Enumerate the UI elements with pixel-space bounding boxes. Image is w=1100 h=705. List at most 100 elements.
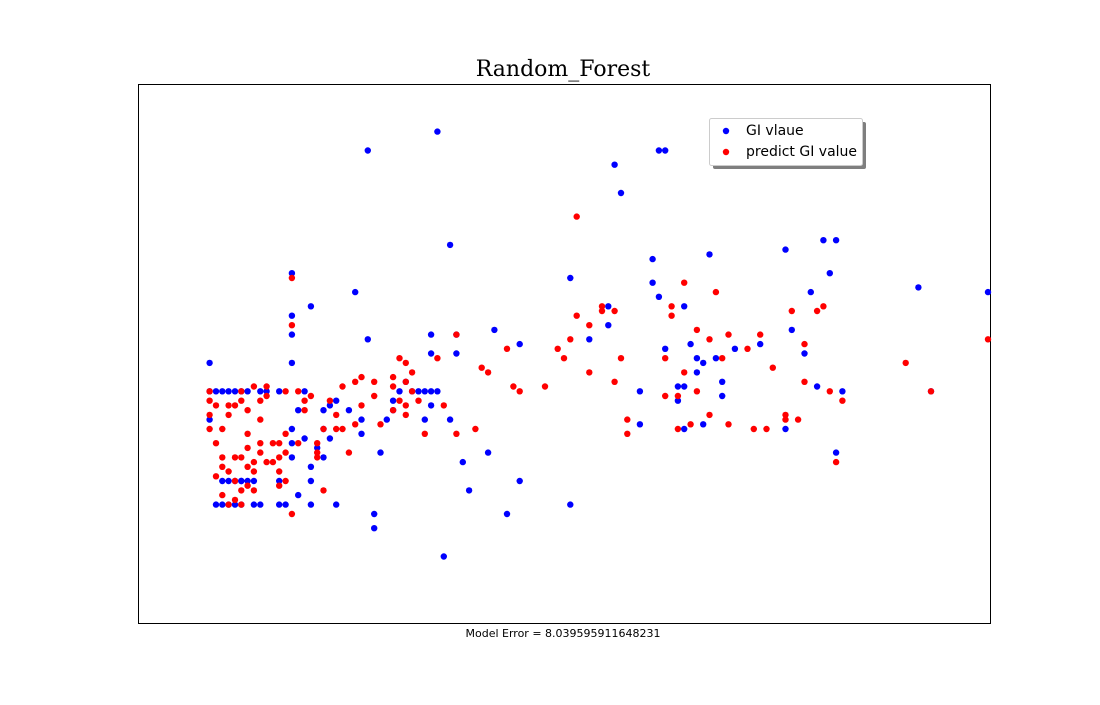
data-point [371,378,378,385]
data-point [586,369,593,376]
data-point [611,161,618,168]
data-point [554,345,561,352]
plot-frame [138,84,991,624]
data-point [674,425,682,433]
data-point [826,270,833,277]
data-point [288,312,296,319]
data-point [219,477,226,485]
data-point [719,378,726,385]
data-point [301,397,308,404]
data-point [434,128,441,135]
data-point [212,473,220,480]
data-point [219,425,226,433]
data-point [301,388,308,395]
data-point [408,388,416,395]
data-point [782,425,789,433]
data-point [383,416,390,423]
data-point [712,288,720,296]
data-point [573,213,580,220]
data-point [320,425,327,433]
data-point [263,392,270,400]
data-point [541,383,549,390]
data-point [839,388,846,395]
data-point [674,383,682,390]
legend-marker-predict-gi-value [722,148,730,156]
data-point [693,388,701,395]
data-point [206,411,213,419]
data-point [225,477,232,485]
data-point [238,487,245,494]
data-point [238,388,245,395]
data-point [250,501,258,508]
data-point [516,388,523,395]
data-point [219,463,226,470]
legend: GI vlaue predict GI value [709,118,866,169]
data-point [244,477,251,485]
data-point [276,468,283,475]
data-point [295,491,302,499]
data-point [345,449,353,456]
data-point [763,425,770,433]
data-point [794,416,802,423]
data-point [402,411,409,419]
data-point [624,416,631,423]
data-point [421,388,428,395]
data-point [206,425,213,433]
data-point [782,246,789,253]
data-point [674,392,682,400]
data-point [225,411,232,419]
data-point [244,482,251,489]
data-point [276,454,283,461]
data-point [757,340,764,348]
data-point [250,487,258,494]
data-point [478,364,485,371]
data-point [984,288,992,296]
data-point [257,440,264,447]
data-point [212,388,220,395]
data-point [307,477,315,485]
data-point [225,468,232,475]
data-point [257,388,264,395]
data-point [389,407,397,414]
data-point [257,449,264,456]
data-point [219,501,226,508]
data-point [389,397,397,404]
data-point [662,355,669,362]
data-point [662,147,669,154]
data-point [782,416,789,423]
data-point [276,440,283,447]
data-point [231,388,239,395]
data-point [415,397,422,404]
data-point [839,397,846,404]
data-point [352,288,359,296]
data-point [617,189,625,197]
data-point [358,416,365,423]
data-point [681,425,688,433]
data-point [402,402,409,409]
data-point [320,487,327,494]
points-layer [206,128,992,560]
data-point [674,397,682,404]
data-point [314,444,321,452]
data-point [636,421,644,428]
data-point [219,491,226,499]
data-point [826,388,833,395]
data-point [250,458,258,466]
legend-box [709,118,863,166]
data-point [263,383,270,390]
data-point [358,373,365,381]
data-point [295,440,302,447]
data-point [782,411,789,419]
data-point [788,307,795,315]
data-point [212,440,220,447]
data-point [668,312,675,319]
data-point [415,388,422,395]
data-point [649,279,656,286]
data-point [573,312,580,319]
data-point [282,449,289,456]
data-point [371,392,378,400]
data-point [276,501,283,508]
data-point [516,340,523,348]
data-point [219,454,226,461]
